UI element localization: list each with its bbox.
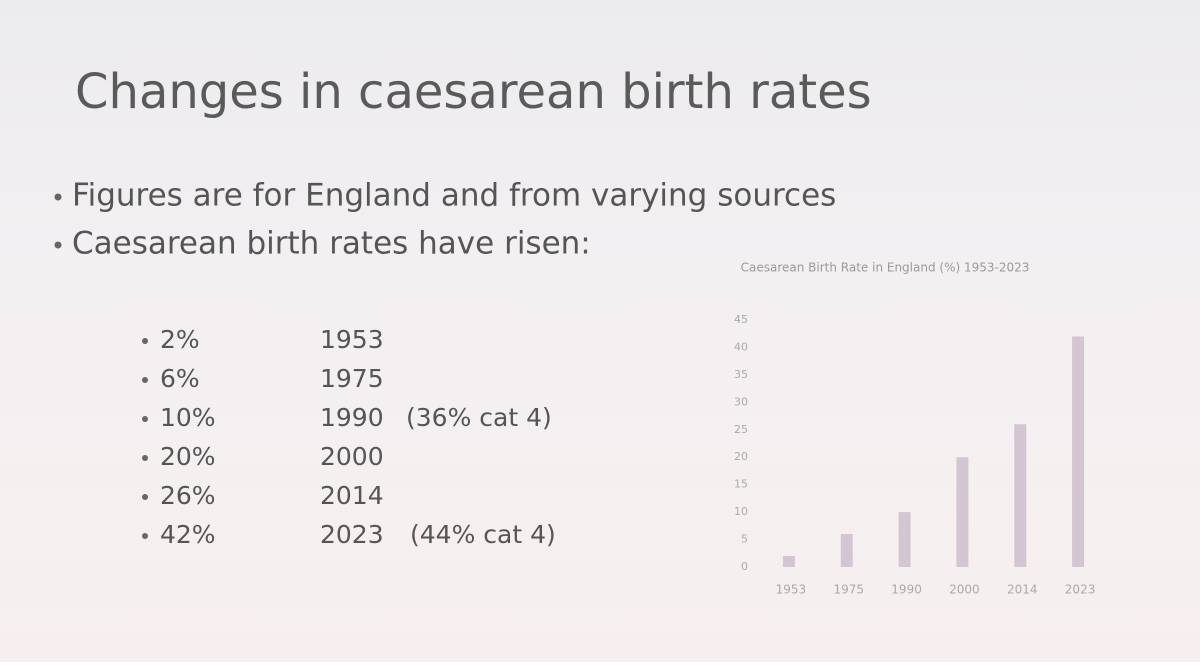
row-note: (44% cat 4) bbox=[410, 520, 556, 549]
y-tick-label: 20 bbox=[734, 450, 748, 463]
bar bbox=[840, 534, 853, 567]
bar bbox=[898, 512, 911, 567]
row-year: 1990 bbox=[320, 403, 384, 432]
row-dot bbox=[142, 338, 148, 344]
bar bbox=[1014, 424, 1027, 567]
y-tick-label: 15 bbox=[734, 478, 748, 491]
y-tick-label: 40 bbox=[734, 340, 748, 353]
row-year: 2023 bbox=[320, 520, 384, 549]
x-tick-label: 2014 bbox=[1007, 583, 1038, 597]
row-year: 2014 bbox=[320, 481, 384, 510]
bar bbox=[1072, 336, 1085, 567]
bullet-dot bbox=[54, 241, 62, 249]
row-note: (36% cat 4) bbox=[406, 403, 552, 432]
row-dot bbox=[142, 377, 148, 383]
bullet-text: Caesarean birth rates have risen: bbox=[72, 226, 591, 262]
x-tick-label: 1975 bbox=[833, 583, 864, 597]
row-year: 2000 bbox=[320, 442, 384, 471]
y-tick-label: 25 bbox=[734, 423, 748, 436]
x-tick-label: 2023 bbox=[1065, 583, 1096, 597]
row-rate: 6% bbox=[160, 364, 200, 393]
row-dot bbox=[142, 533, 148, 539]
slide-title: Changes in caesarean birth rates bbox=[75, 64, 872, 120]
row-rate: 26% bbox=[160, 481, 216, 510]
row-dot bbox=[142, 494, 148, 500]
y-tick-label: 0 bbox=[741, 560, 748, 573]
chart-title: Caesarean Birth Rate in England (%) 1953… bbox=[741, 261, 1030, 275]
row-dot bbox=[142, 416, 148, 422]
y-tick-label: 10 bbox=[734, 505, 748, 518]
row-dot bbox=[142, 455, 148, 461]
row-rate: 2% bbox=[160, 325, 200, 354]
y-tick-label: 45 bbox=[734, 313, 748, 326]
y-tick-label: 5 bbox=[741, 533, 748, 546]
bar bbox=[782, 556, 795, 567]
x-tick-label: 1953 bbox=[776, 583, 807, 597]
y-tick-label: 30 bbox=[734, 395, 748, 408]
bullet-dot bbox=[54, 193, 62, 201]
bullet-text: Figures are for England and from varying… bbox=[72, 178, 836, 214]
bar bbox=[956, 457, 969, 567]
row-rate: 42% bbox=[160, 520, 216, 549]
row-rate: 20% bbox=[160, 442, 216, 471]
y-tick-label: 35 bbox=[734, 368, 748, 381]
x-tick-label: 2000 bbox=[949, 583, 980, 597]
row-year: 1975 bbox=[320, 364, 384, 393]
x-tick-label: 1990 bbox=[891, 583, 922, 597]
row-year: 1953 bbox=[320, 325, 384, 354]
row-rate: 10% bbox=[160, 403, 216, 432]
